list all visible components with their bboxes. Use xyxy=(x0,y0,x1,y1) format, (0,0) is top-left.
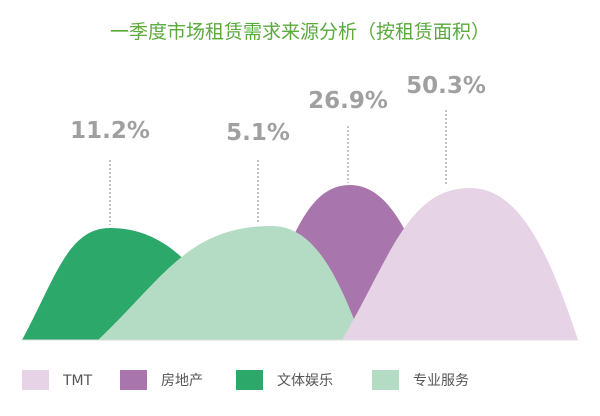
legend-label-1: 房地产 xyxy=(161,373,203,389)
series-area-0 xyxy=(342,188,578,340)
data-label-0: 50.3% xyxy=(406,73,486,99)
legend-item-1: 房地产 xyxy=(120,370,203,390)
legend-swatch-3 xyxy=(372,370,399,390)
legend-label-3: 专业服务 xyxy=(413,373,469,389)
legend-label-0: TMT xyxy=(62,373,93,389)
chart-title: 一季度市场租赁需求来源分析（按租赁面积） xyxy=(110,21,490,43)
legend-label-2: 文体娱乐 xyxy=(277,373,333,389)
legend-item-2: 文体娱乐 xyxy=(236,370,333,390)
chart-marks: 11.2% 26.9% 5.1% 50.3% xyxy=(22,73,578,341)
legend-item-0: TMT xyxy=(22,370,93,390)
series-area-3 xyxy=(98,226,362,340)
legend-swatch-0 xyxy=(22,370,49,390)
chart-legend: TMT 房地产 文体娱乐 专业服务 xyxy=(22,370,469,390)
data-label-2: 11.2% xyxy=(70,118,150,144)
data-label-1: 26.9% xyxy=(308,88,388,114)
legend-swatch-2 xyxy=(236,370,263,390)
legend-item-3: 专业服务 xyxy=(372,370,469,390)
legend-swatch-1 xyxy=(120,370,147,390)
data-label-3: 5.1% xyxy=(226,120,290,146)
